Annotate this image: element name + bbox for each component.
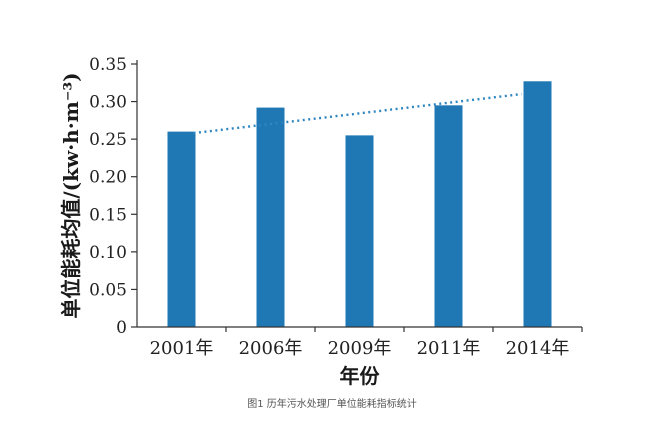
y-tick-label: 0.05 <box>89 280 127 300</box>
y-tick-label: 0 <box>116 318 127 338</box>
y-tick-label: 0.20 <box>89 168 127 188</box>
y-tick-label: 0.10 <box>89 243 127 263</box>
bar <box>167 131 196 327</box>
bar <box>523 81 552 327</box>
x-axis-title: 年份 <box>340 364 381 388</box>
x-tick-label: 2011年 <box>417 338 481 359</box>
trendline-path <box>193 92 522 135</box>
bars <box>167 81 552 327</box>
x-tick-label: 2009年 <box>328 338 392 359</box>
x-tick-label: 2001年 <box>150 338 214 359</box>
y-tick-label: 0.30 <box>89 93 127 113</box>
bar <box>345 135 374 327</box>
figure-caption: 图1 历年污水处理厂单位能耗指标统计 <box>247 399 417 410</box>
y-axis-title: 单位能耗均值/(kw·h·m⁻³) <box>59 72 83 318</box>
bar <box>256 107 285 327</box>
y-tick-label: 0.15 <box>89 205 127 225</box>
y-tick-label: 0.25 <box>89 130 127 150</box>
trendline <box>193 92 522 135</box>
x-axis-ticks: 2001年 2006年 2009年 2011年 2014年 <box>150 327 583 359</box>
bar <box>434 105 463 327</box>
x-tick-label: 2014年 <box>506 338 570 359</box>
y-tick-label: 0.35 <box>89 55 127 75</box>
x-tick-label: 2006年 <box>239 338 303 359</box>
y-axis-ticks: 0 0.05 0.10 0.15 0.20 0.25 0.30 0.35 <box>89 55 137 338</box>
